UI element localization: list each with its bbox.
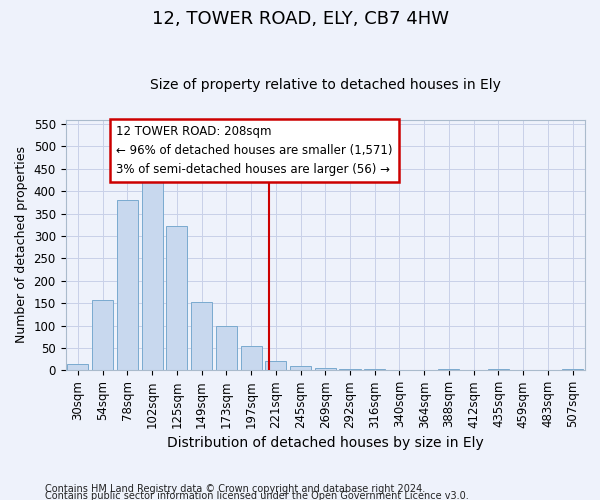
Text: Contains HM Land Registry data © Crown copyright and database right 2024.: Contains HM Land Registry data © Crown c… — [45, 484, 425, 494]
Text: Contains public sector information licensed under the Open Government Licence v3: Contains public sector information licen… — [45, 491, 469, 500]
X-axis label: Distribution of detached houses by size in Ely: Distribution of detached houses by size … — [167, 436, 484, 450]
Y-axis label: Number of detached properties: Number of detached properties — [15, 146, 28, 344]
Bar — [290, 366, 311, 370]
Bar — [191, 302, 212, 370]
Bar — [92, 300, 113, 370]
Title: Size of property relative to detached houses in Ely: Size of property relative to detached ho… — [150, 78, 501, 92]
Bar — [265, 362, 286, 370]
Bar — [166, 226, 187, 370]
Bar — [315, 368, 336, 370]
Bar — [117, 200, 138, 370]
Bar — [439, 369, 460, 370]
Bar — [216, 326, 237, 370]
Bar — [67, 364, 88, 370]
Bar — [364, 369, 385, 370]
Text: 12 TOWER ROAD: 208sqm
← 96% of detached houses are smaller (1,571)
3% of semi-de: 12 TOWER ROAD: 208sqm ← 96% of detached … — [116, 125, 393, 176]
Bar — [241, 346, 262, 370]
Bar — [142, 182, 163, 370]
Text: 12, TOWER ROAD, ELY, CB7 4HW: 12, TOWER ROAD, ELY, CB7 4HW — [151, 10, 449, 28]
Bar — [340, 369, 361, 370]
